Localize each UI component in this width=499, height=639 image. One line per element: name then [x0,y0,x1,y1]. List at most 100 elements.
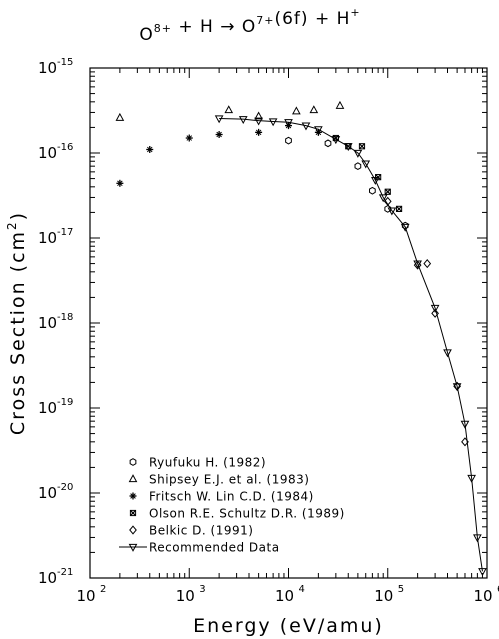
series-fritsch-w-lin-c-d-1984-point [116,179,124,187]
series-ryufuku-h-1982-point [369,186,376,195]
legend-label: Belkic D. (1991) [149,524,253,538]
x-tick-label: 10 [275,587,294,605]
series-belkic-d-1991-point [461,437,469,447]
y-axis-label-sup: 2 [5,220,19,230]
x-tick-label-exp: 5 [398,584,404,595]
series-ryufuku-h-1982-point [384,205,392,213]
y-tick-label-exp: -21 [57,567,73,578]
series-fritsch-w-lin-c-d-1984-point [185,134,193,142]
series-recommended-data-point [400,223,410,232]
legend: Ryufuku H. (1982) Shipsey E.J. et al. (19… [119,456,345,555]
legend-label: Olson R.E. Schultz D.R. (1989) [149,507,345,521]
chart-title-part: (6f) + H [274,9,350,29]
legend-label: Shipsey E.J. et al. (1983) [149,473,309,487]
y-tick-label: 10 [38,229,57,247]
series-shipsey-e-j-et-al-1983-point [254,111,263,120]
series-recommended-data-point [452,383,462,392]
series-recommended-data-point [214,115,224,124]
series-shipsey-e-j-et-al-1983-point [292,106,301,115]
legend-marker [129,509,137,517]
series-olson-r-e-schultz-d-r-1989-point [395,205,403,212]
series-belkic-d-1991-point [431,308,439,318]
tick-labels: 10210310410510610-1510-1610-1710-1810-19… [38,57,499,605]
series-recommended-data-point [331,136,341,145]
y-tick-label: 10 [38,484,57,502]
series-recommended-data-point [460,420,470,429]
chart-title-text: O8+ + H → O7+(6f) + H+ [139,6,360,45]
series-belkic-d-1991-point [383,196,392,206]
x-tick-label: 10 [473,587,492,605]
y-tick-label: 10 [38,569,57,587]
series-recommended-data-point [387,207,397,216]
chart-title-sup: 7+ [256,14,274,27]
y-tick-label-exp: -16 [57,142,73,153]
series-shipsey-e-j-et-al-1983-point [309,105,319,114]
series-shipsey-e-j-et-al-1983-point [335,100,345,109]
y-tick-label-exp: -19 [57,397,73,408]
legend-entry: Ryufuku H. (1982) [129,456,266,470]
legend-label: Recommended Data [149,541,280,555]
legend-marker [129,492,137,500]
y-axis-label-main: Cross Section (cm [7,230,29,435]
series-recommended-data-point [314,126,323,135]
series-recommended-data-point [378,194,388,203]
x-tick-label: 10 [374,587,393,605]
legend-entry: Fritsch W. Lin C.D. (1984) [129,490,314,504]
series-belkic-d-1991-point [423,259,432,269]
series-ryufuku-h-1982-point [324,139,332,148]
chart-title-part: + H → O [172,17,256,37]
series-recommended-data-point [467,474,476,483]
series-fritsch-w-lin-c-d-1984-point [215,131,223,139]
series-recommended-data-point [238,116,248,125]
y-axis-label-text: Cross Section (cm2) [5,211,29,435]
legend-entry: Olson R.E. Schultz D.R. (1989) [129,507,345,521]
series-ryufuku-h-1982-point [285,136,292,145]
legend-marker [128,474,138,483]
chart-title-sup: 8+ [154,22,172,35]
y-tick-label-exp: -18 [57,312,73,323]
legend-label: Fritsch W. Lin C.D. (1984) [149,490,314,504]
legend-marker [128,543,138,552]
y-tick-label-exp: -20 [57,482,73,493]
series-recommended-data-point [430,304,440,313]
x-tick-label-exp: 2 [100,584,106,595]
chart-title-part: O [139,25,153,45]
legend-label: Ryufuku H. (1982) [149,456,266,470]
y-tick-label: 10 [38,314,57,332]
x-tick-label: 10 [76,587,95,605]
series-recommended-data-point [284,119,293,128]
series-recommended-data-point [254,117,263,126]
series-olson-r-e-schultz-d-r-1989-point [384,188,391,195]
legend-marker [129,458,137,466]
series-recommended-data-point [353,149,363,158]
y-tick-label-exp: -17 [57,227,73,238]
y-tick-label-exp: -15 [57,57,73,68]
axis-ticks [89,67,488,579]
series-fritsch-w-lin-c-d-1984-point [146,145,154,153]
y-tick-label: 10 [38,144,57,162]
series-recommended-data-point [473,534,482,543]
legend-entry: Shipsey E.J. et al. (1983) [128,473,309,487]
series-shipsey-e-j-et-al-1983-point [224,105,234,114]
x-axis-label: Energy (eV/amu) [193,615,384,637]
chart-title-sup: + [350,6,360,19]
series-ryufuku-h-1982-point [354,162,362,171]
legend-entry: Recommended Data [119,541,280,555]
series-recommended-data-point [413,260,422,269]
series-recommended-data-point [371,176,380,185]
x-tick-label-exp: 4 [299,584,305,595]
series-recommended-data-point [361,160,371,169]
data-marks [115,100,487,577]
y-axis-label-end: ) [7,211,29,220]
y-tick-label: 10 [38,399,57,417]
x-tick-label-exp: 3 [199,584,205,595]
series-fritsch-w-lin-c-d-1984-point [255,128,263,136]
chart-title: O8+ + H → O7+(6f) + H+ [139,6,360,45]
series-shipsey-e-j-et-al-1983-point [115,112,125,121]
legend-marker [129,525,137,535]
series-recommended-data-point [478,568,487,577]
y-axis-label: Cross Section (cm2) [5,211,29,435]
x-tick-label-exp: 6 [497,584,499,595]
series-recommended-data-point [301,122,311,131]
